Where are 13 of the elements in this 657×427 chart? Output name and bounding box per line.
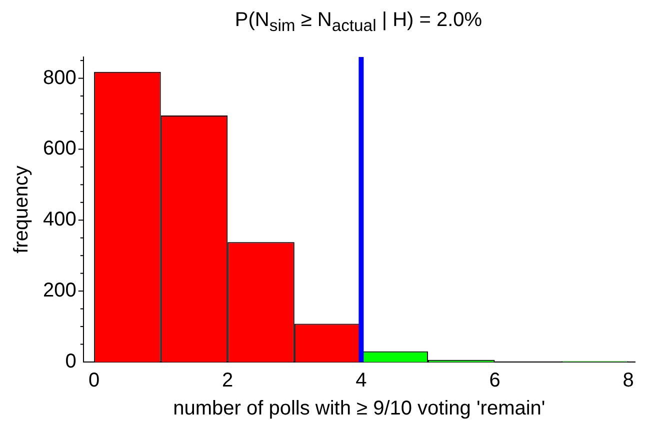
x-tick-label: 4 [356,370,367,392]
y-tick-label: 800 [42,66,76,89]
x-tick-label: 6 [489,370,500,392]
y-axis-title: frequency [10,166,33,254]
x-tick-label: 8 [622,370,634,392]
x-axis-title: number of polls with ≥ 9/10 voting 'remain' [173,398,546,420]
chart-title: P(N$_{sim}$ ≥ N$_{actual}$ | H) = 2.0% [234,8,484,37]
y-tick-label: 200 [42,280,76,302]
y-tick-label: 0 [65,350,76,373]
x-tick-label: 0 [88,370,100,392]
y-tick-label: 600 [42,138,76,160]
y-tick-label: 400 [42,208,76,231]
x-tick-label: 2 [222,370,234,392]
